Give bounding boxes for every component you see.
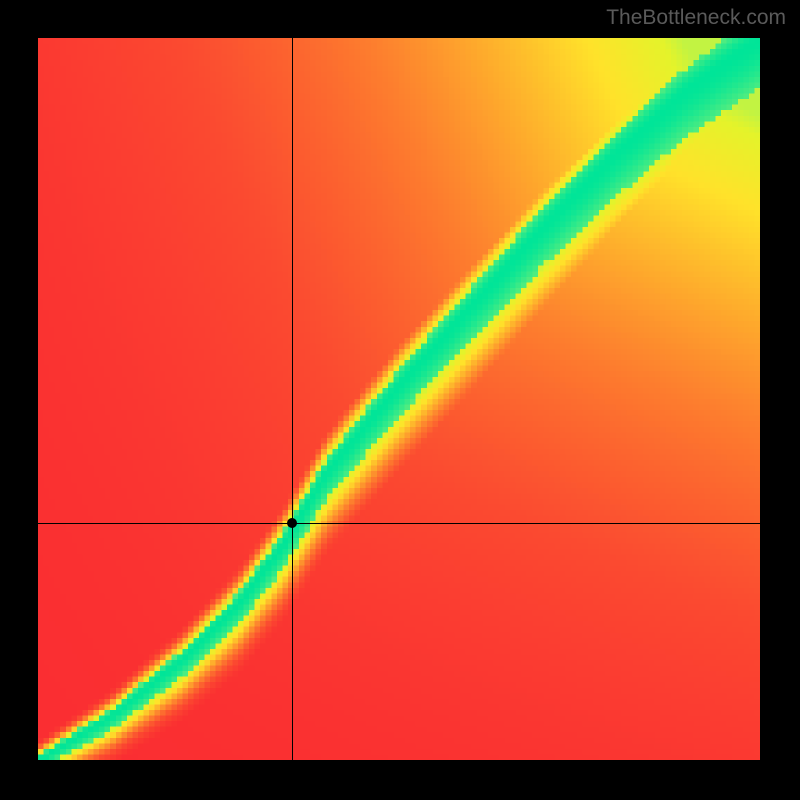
heatmap-plot (38, 38, 760, 760)
watermark-text: TheBottleneck.com (606, 6, 786, 30)
bottleneck-marker (287, 518, 297, 528)
crosshair-horizontal (38, 523, 760, 524)
heatmap-canvas (38, 38, 760, 760)
crosshair-vertical (292, 38, 293, 760)
